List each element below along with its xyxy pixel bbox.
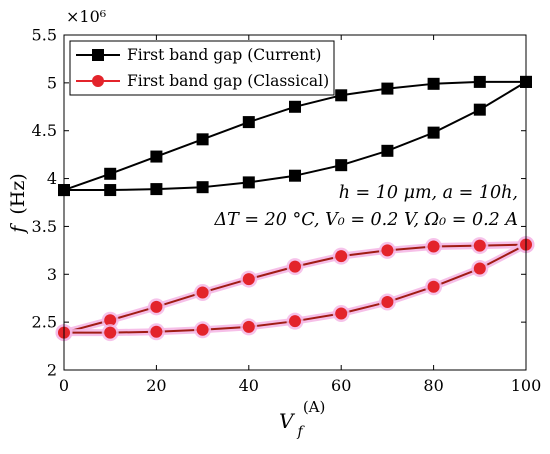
x-axis-label-sub: f (297, 424, 306, 440)
lower-series-layer (60, 80, 530, 337)
data-point-current-lower (473, 103, 486, 116)
data-point-classical-lower (473, 262, 486, 275)
data-point-current-upper (196, 133, 209, 146)
data-point-current-lower (427, 126, 440, 139)
x-tick-label: 60 (331, 376, 351, 395)
data-point-classical-lower (335, 307, 348, 320)
data-point-classical-lower (104, 326, 117, 339)
y-tick-labels: 2 2.5 3 3.5 4 4.5 5 5.5 (32, 26, 57, 380)
data-point-classical-upper (335, 250, 348, 263)
data-point-classical-upper (289, 260, 301, 273)
y-tick-label: 4.5 (32, 121, 57, 140)
x-tick-label: 100 (511, 376, 542, 395)
x-tick-label: 0 (59, 376, 69, 395)
legend-box (69, 40, 335, 96)
data-point-classical-lower (289, 315, 301, 328)
x-axis-label: V f (A) (279, 398, 325, 440)
data-point-classical-upper (242, 273, 255, 286)
ticks-layer (63, 34, 527, 371)
x-tick-labels: 0 20 40 60 80 100 (59, 376, 541, 395)
x-axis-label-sup: (A) (303, 398, 326, 416)
y-tick-label: 5.5 (32, 26, 57, 45)
data-point-current-lower (335, 159, 348, 172)
annotation-line-2: ΔT = 20 °C, V₀ = 0.2 V, Ω₀ = 0.2 A (214, 210, 518, 230)
data-point-classical-upper (427, 240, 440, 253)
data-point-current-upper (427, 77, 440, 90)
plot-frame (63, 34, 527, 371)
y-axis-label-unit: (Hz) (7, 173, 29, 214)
data-point-current-lower (242, 176, 255, 189)
legend-label-current: First band gap (Current) (127, 46, 321, 64)
data-point-current-lower (196, 181, 209, 194)
y-tick-label: 2 (47, 361, 57, 380)
data-point-current-lower (104, 184, 117, 197)
x-tick-label: 20 (146, 376, 166, 395)
data-point-current-upper (242, 116, 255, 129)
marker-layer (55, 75, 535, 342)
data-point-current-upper (381, 82, 394, 95)
data-point-current-upper (104, 167, 117, 180)
data-point-current-lower (289, 169, 301, 182)
y-tick-label: 3.5 (32, 217, 57, 236)
x-axis-label-var: V (279, 409, 296, 433)
y-axis-label-var: f (7, 223, 29, 235)
legend: First band gap (Current) First band gap … (69, 40, 335, 96)
legend-marker-classical (92, 75, 104, 87)
y-tick-label: 3 (47, 265, 57, 284)
data-point-current-upper (473, 75, 486, 88)
legend-label-classical: First band gap (Classical) (127, 72, 329, 90)
data-point-classical-lower (381, 296, 394, 309)
y-tick-label: 2.5 (32, 313, 57, 332)
data-point-classical-lower (196, 323, 209, 336)
legend-marker-current (92, 49, 104, 61)
data-point-classical-upper (473, 239, 486, 252)
data-point-classical-lower (150, 325, 163, 338)
y-axis-label: f (Hz) (7, 173, 29, 235)
x-tick-label: 40 (239, 376, 259, 395)
y-tick-label: 4 (47, 169, 57, 188)
data-point-classical-upper (150, 300, 163, 313)
y-axis-multiplier: ×10⁶ (66, 7, 106, 26)
data-point-classical-upper (196, 286, 209, 299)
annotation-line-1: h = 10 μm, a = 10h, (339, 183, 518, 203)
data-point-current-upper (335, 89, 348, 102)
data-point-current-upper (289, 100, 301, 113)
data-point-current-upper (150, 150, 163, 163)
data-point-classical-upper (104, 314, 117, 327)
data-point-classical-lower (427, 280, 440, 293)
x-tick-label: 80 (423, 376, 443, 395)
data-point-current-lower (150, 183, 163, 196)
data-point-current-lower (381, 144, 394, 157)
data-point-classical-upper (381, 244, 394, 257)
y-tick-label: 5 (47, 73, 57, 92)
data-point-classical-lower (242, 320, 255, 333)
